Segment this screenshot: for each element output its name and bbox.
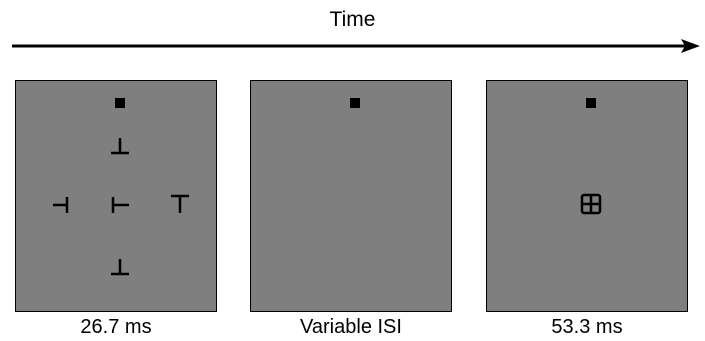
search-display-panel xyxy=(15,80,217,312)
t-letter-icon xyxy=(171,194,189,213)
t-letter-icon xyxy=(111,138,129,155)
stimulus-array xyxy=(53,138,189,276)
t-letter-icon xyxy=(111,197,129,213)
fixation-square-icon xyxy=(115,98,125,108)
isi-panel xyxy=(250,80,452,312)
time-arrow-icon xyxy=(12,39,700,53)
panel-caption: Variable ISI xyxy=(300,316,402,338)
t-letter-icon xyxy=(53,197,69,213)
fixation-square-icon xyxy=(586,98,596,108)
time-label: Time xyxy=(329,8,376,31)
mask-panel xyxy=(486,80,688,312)
panel-caption: 26.7 ms xyxy=(80,316,152,338)
mask-grid-icon xyxy=(580,193,602,215)
fixation-square-icon xyxy=(350,98,360,108)
t-letter-icon xyxy=(111,259,129,276)
panel-caption: 53.3 ms xyxy=(551,316,623,338)
